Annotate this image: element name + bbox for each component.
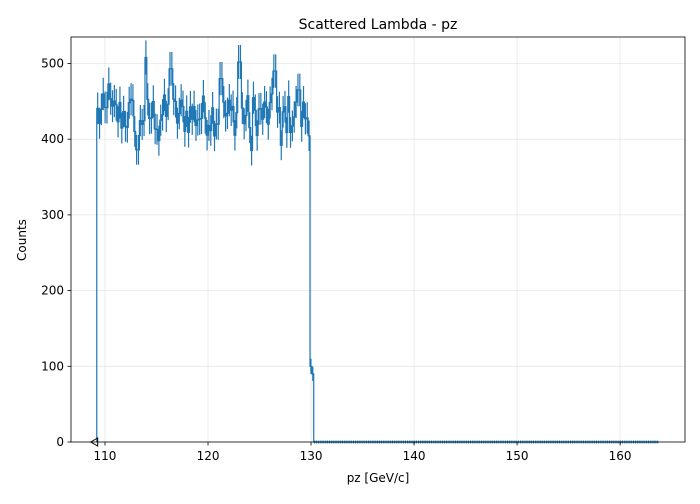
x-tick-label: 120 <box>197 449 220 463</box>
left-triangle-marker <box>89 437 99 447</box>
plot-frame <box>70 36 686 443</box>
y-tick-label: 100 <box>41 359 64 373</box>
axis-ticks: 110 120 130 140 150 160 0 100 200 300 400 500 <box>41 56 631 463</box>
x-tick-label: 130 <box>300 449 323 463</box>
y-tick-label: 0 <box>56 435 64 449</box>
x-tick-label: 160 <box>609 449 632 463</box>
y-tick-label: 500 <box>41 56 64 70</box>
chart-title: Scattered Lambda - pz <box>299 17 458 33</box>
y-tick-label: 300 <box>41 208 64 222</box>
y-tick-label: 200 <box>41 284 64 298</box>
x-tick-label: 140 <box>403 449 426 463</box>
grid <box>71 37 685 443</box>
annotations <box>89 437 99 447</box>
y-tick-label: 400 <box>41 132 64 146</box>
y-axis-label: Counts <box>15 219 29 261</box>
x-tick-label: 110 <box>94 449 117 463</box>
x-tick-label: 150 <box>506 449 529 463</box>
x-axis-label: pz [GeV/c] <box>347 471 410 485</box>
series-pz-histogram <box>96 40 659 444</box>
